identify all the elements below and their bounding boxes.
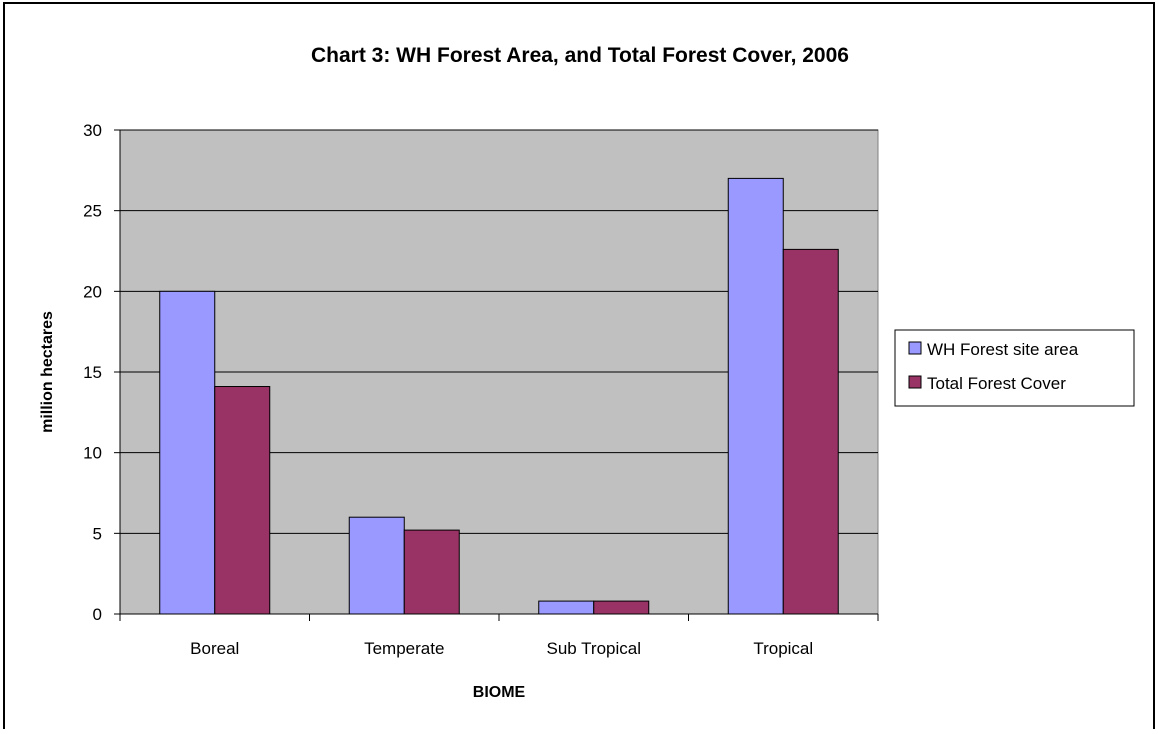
y-tick-label: 5 <box>93 524 102 543</box>
y-tick-label: 10 <box>83 444 102 463</box>
y-tick-label: 0 <box>93 605 102 624</box>
legend-label-wh-forest-site-area: WH Forest site area <box>927 340 1079 359</box>
axes: 0 5 10 15 20 25 30 Boreal Temperate Sub Tropical T… <box>83 121 879 658</box>
bar-wh-forest-site-area-boreal <box>159 290 216 615</box>
bar-total-forest-cover-temperate <box>403 529 460 615</box>
legend-label-total-forest-cover: Total Forest Cover <box>927 374 1066 393</box>
x-tick-label-tropical: Tropical <box>753 639 813 658</box>
x-tick-label-boreal: Boreal <box>190 639 239 658</box>
bar-wh-forest-site-area-temperate <box>348 516 405 615</box>
x-tick-label-temperate: Temperate <box>364 639 444 658</box>
legend-swatch-wh-forest-site-area <box>908 341 922 355</box>
y-tick-label: 30 <box>83 121 102 140</box>
y-tick-label: 25 <box>83 202 102 221</box>
bar-total-forest-cover-tropical <box>782 248 839 615</box>
x-axis-label: BIOME <box>473 684 526 701</box>
chart-title: Chart 3: WH Forest Area, and Total Fores… <box>311 44 849 67</box>
y-tick-label: 20 <box>83 282 102 301</box>
bar-wh-forest-site-area-tropical <box>727 177 784 615</box>
legend-box <box>894 329 1135 407</box>
bar-total-forest-cover-boreal <box>214 386 271 615</box>
y-tick-label: 15 <box>83 363 102 382</box>
y-axis-label: million hectares <box>39 311 56 433</box>
bar-wh-forest-site-area-sub-tropical <box>538 600 595 615</box>
legend-swatch-total-forest-cover <box>908 375 922 389</box>
legend: WH Forest site area Total Forest Cover <box>894 329 1135 407</box>
bar-total-forest-cover-sub-tropical <box>593 600 650 615</box>
x-tick-label-sub-tropical: Sub Tropical <box>547 639 642 658</box>
